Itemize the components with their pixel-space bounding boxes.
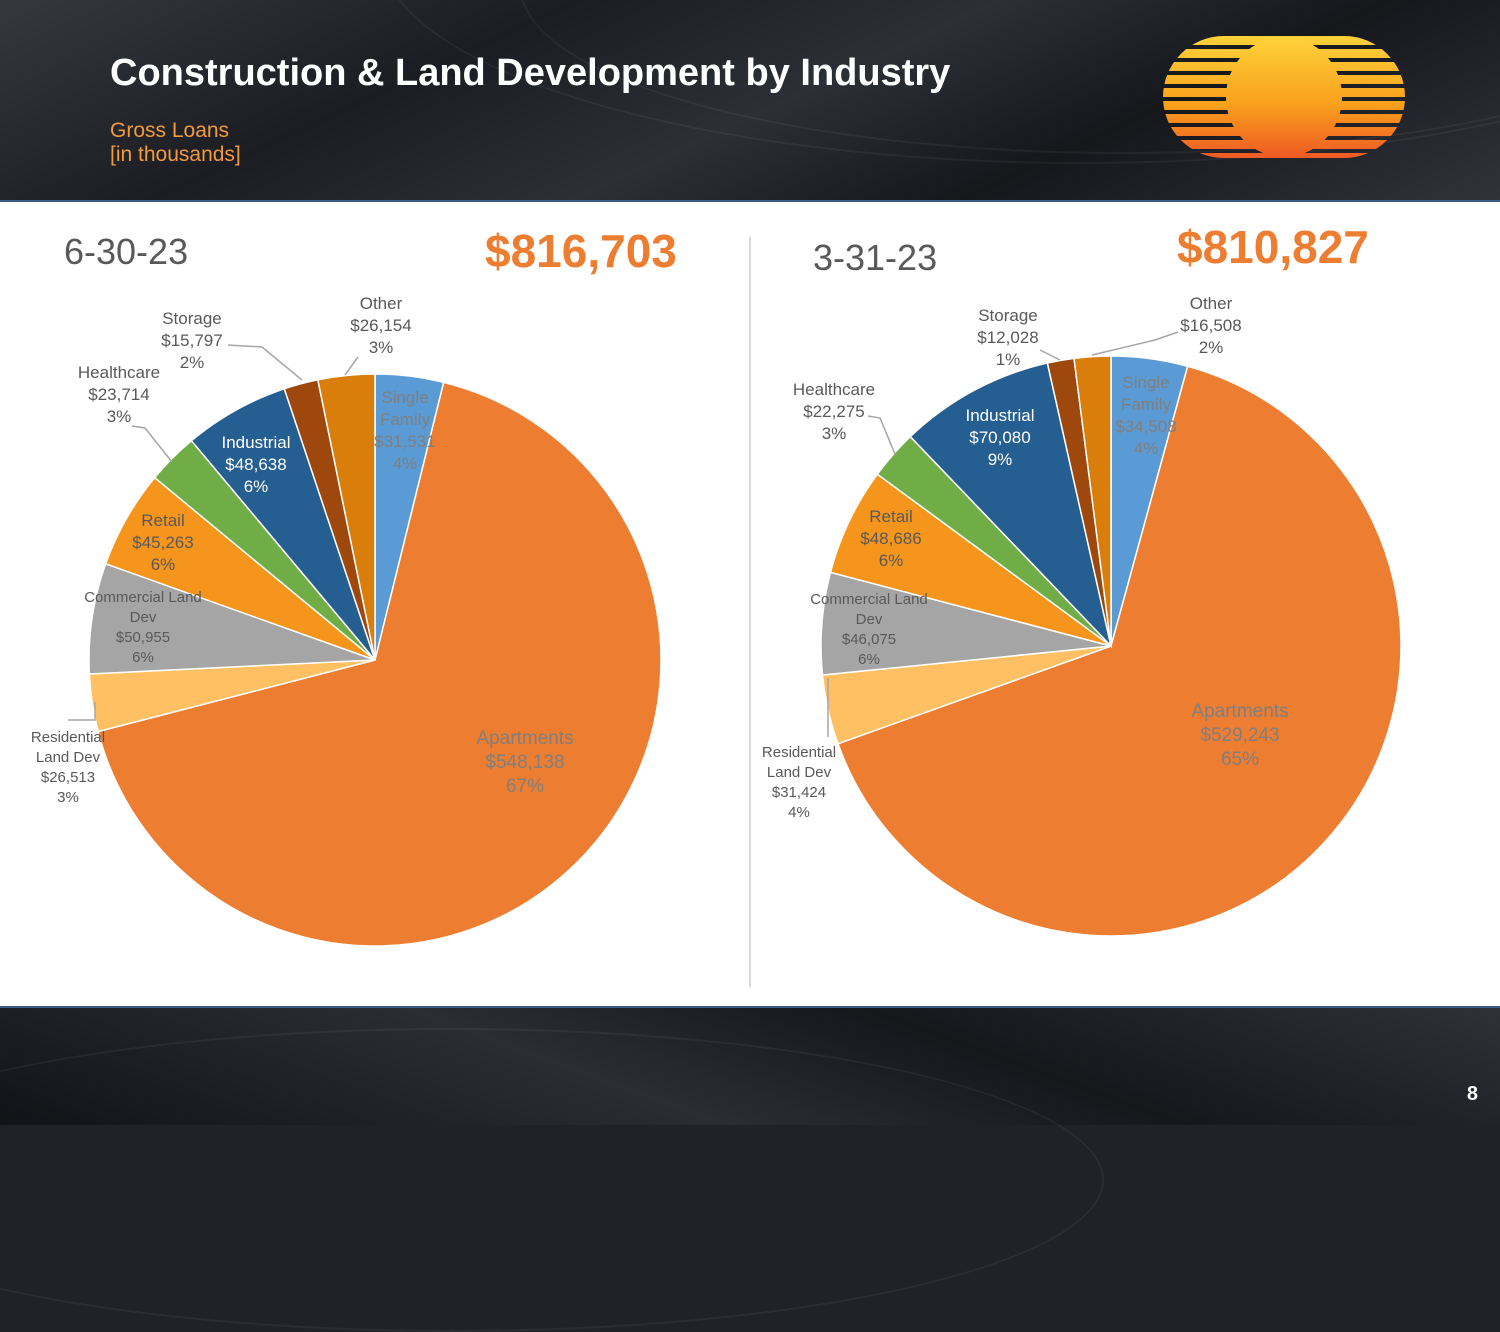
panel-divider <box>749 237 751 987</box>
data-label-single-family-prior: Single <box>1122 373 1169 392</box>
data-label-retail-prior: 6% <box>879 551 904 570</box>
data-label-single-family-current: Family <box>380 410 431 429</box>
subtitle-line-2: [in thousands] <box>110 143 241 166</box>
data-label-healthcare-current: Healthcare <box>78 363 160 382</box>
data-label-storage-prior: $12,028 <box>977 328 1038 347</box>
data-label-other-current: Other <box>360 294 403 313</box>
leader-line-other-prior <box>1091 331 1179 356</box>
data-label-apartments-prior: 65% <box>1221 749 1259 770</box>
data-label-other-prior: $16,508 <box>1180 316 1241 335</box>
data-label-commercial-land-dev-prior: $46,075 <box>842 631 896 648</box>
data-label-retail-current: $45,263 <box>132 533 193 552</box>
page-number: 8 <box>1466 1083 1478 1105</box>
page-title: Construction & Land Development by Indus… <box>110 52 951 94</box>
data-label-industrial-prior: 9% <box>988 450 1013 469</box>
data-label-residential-land-dev-prior: Land Dev <box>767 764 832 781</box>
data-label-single-family-prior: Family <box>1121 395 1172 414</box>
data-label-commercial-land-dev-prior: 6% <box>858 651 880 668</box>
data-label-apartments-current: $548,138 <box>485 752 564 773</box>
data-label-industrial-current: $48,638 <box>225 455 286 474</box>
data-label-storage-current: 2% <box>180 353 205 372</box>
data-label-residential-land-dev-current: Residential <box>31 729 105 746</box>
data-label-retail-prior: $48,686 <box>860 529 921 548</box>
data-label-commercial-land-dev-current: 6% <box>132 649 154 666</box>
pie-charts: Single Family $31,531 4% Apartments $548,138 6… <box>31 294 1402 947</box>
data-label-commercial-land-dev-prior: Commercial Land <box>810 591 928 608</box>
data-label-industrial-prior: $70,080 <box>969 428 1030 447</box>
leader-line-other-current <box>344 356 359 376</box>
data-label-apartments-current: 67% <box>506 776 544 797</box>
data-label-commercial-land-dev-current: $50,955 <box>116 629 170 646</box>
data-label-other-prior: Other <box>1190 294 1233 313</box>
data-label-single-family-current: Single <box>381 388 428 407</box>
total-prior: $810,827 <box>1177 221 1369 273</box>
pie-slice-apartments-current <box>97 381 662 947</box>
leader-line-healthcare-current <box>131 425 173 463</box>
data-label-single-family-prior: 4% <box>1134 439 1159 458</box>
data-label-residential-land-dev-prior: $31,424 <box>772 784 826 801</box>
data-label-storage-current: $15,797 <box>161 331 222 350</box>
data-label-other-prior: 2% <box>1199 338 1224 357</box>
data-label-commercial-land-dev-current: Commercial Land <box>84 589 202 606</box>
data-label-single-family-prior: $34,508 <box>1115 417 1176 436</box>
data-label-single-family-current: 4% <box>393 454 418 473</box>
footer-background <box>0 1008 1500 1332</box>
data-label-storage-prior: 1% <box>996 350 1021 369</box>
data-label-healthcare-prior: $22,275 <box>803 402 864 421</box>
total-current: $816,703 <box>485 225 677 277</box>
data-label-apartments-current: Apartments <box>476 728 573 749</box>
subtitle-line-1: Gross Loans <box>110 119 230 142</box>
data-label-retail-prior: Retail <box>869 507 912 526</box>
leader-line-residential-land-dev-current <box>68 702 96 721</box>
data-label-single-family-current: $31,531 <box>374 432 435 451</box>
data-label-healthcare-current: 3% <box>107 407 132 426</box>
data-label-industrial-prior: Industrial <box>966 406 1035 425</box>
data-label-commercial-land-dev-current: Dev <box>130 609 157 626</box>
leader-line-healthcare-prior <box>867 415 896 455</box>
data-label-retail-current: 6% <box>151 555 176 574</box>
data-label-retail-current: Retail <box>141 511 184 530</box>
pie-slice-other-current <box>316 373 376 661</box>
data-label-residential-land-dev-current: 3% <box>57 789 79 806</box>
data-label-residential-land-dev-prior: 4% <box>788 804 810 821</box>
data-label-healthcare-prior: 3% <box>822 424 847 443</box>
data-label-industrial-current: 6% <box>244 477 269 496</box>
data-label-residential-land-dev-prior: Residential <box>762 744 836 761</box>
data-label-apartments-prior: $529,243 <box>1200 725 1279 746</box>
pie-slice-apartments-prior <box>837 365 1402 937</box>
data-label-other-current: $26,154 <box>350 316 411 335</box>
data-label-residential-land-dev-current: Land Dev <box>36 749 101 766</box>
data-label-residential-land-dev-current: $26,513 <box>41 769 95 786</box>
leader-line-storage-current <box>227 344 303 381</box>
company-logo <box>1163 36 1405 158</box>
pie-slice-industrial-prior <box>909 362 1113 649</box>
data-label-storage-current: Storage <box>162 309 222 328</box>
leader-line-storage-prior <box>1039 349 1061 361</box>
data-label-apartments-prior: Apartments <box>1191 701 1288 722</box>
period-label-prior: 3-31-23 <box>813 237 938 278</box>
data-label-healthcare-current: $23,714 <box>88 385 149 404</box>
data-label-industrial-current: Industrial <box>222 433 291 452</box>
pie-slice-other-prior <box>1073 355 1112 647</box>
period-label-current: 6-30-23 <box>64 231 189 272</box>
data-label-commercial-land-dev-prior: Dev <box>856 611 883 628</box>
data-label-other-current: 3% <box>369 338 394 357</box>
data-label-healthcare-prior: Healthcare <box>793 380 875 399</box>
data-label-storage-prior: Storage <box>978 306 1038 325</box>
